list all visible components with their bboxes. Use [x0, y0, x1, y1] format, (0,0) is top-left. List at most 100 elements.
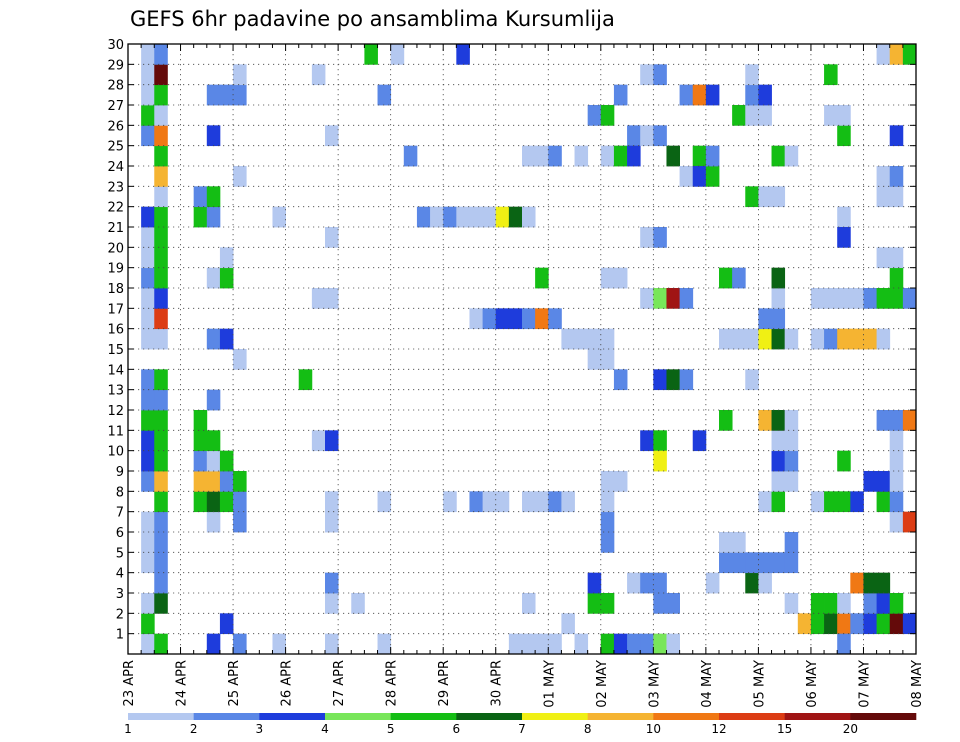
y-tick-label: 4: [116, 567, 124, 582]
y-tick-label: 5: [116, 546, 124, 561]
heatmap-cell: [193, 471, 208, 492]
heatmap-cell: [705, 572, 720, 594]
heatmap-cell: [298, 369, 313, 391]
heatmap-cell: [561, 328, 575, 350]
heatmap-cell: [141, 369, 155, 391]
heatmap-cell: [719, 552, 733, 574]
heatmap-cell: [154, 288, 168, 309]
heatmap-cell: [141, 471, 155, 492]
heatmap-cell: [495, 491, 510, 513]
heatmap-cell: [193, 206, 208, 228]
heatmap-cell: [522, 206, 536, 228]
x-tick-label: 02 MAY: [595, 660, 610, 708]
heatmap-cell: [876, 288, 891, 309]
y-tick-label: 6: [116, 526, 124, 541]
heatmap-cell: [548, 145, 562, 167]
heatmap-cell: [508, 308, 523, 330]
legend-label: 1: [124, 722, 132, 736]
heatmap-cell: [692, 430, 707, 452]
heatmap-cell: [889, 186, 904, 208]
heatmap-cell: [193, 450, 208, 472]
heatmap-cell: [206, 186, 221, 208]
heatmap-cell: [193, 430, 208, 452]
heatmap-cell: [535, 308, 549, 330]
heatmap-cell: [574, 328, 589, 350]
y-tick-label: 16: [107, 323, 124, 338]
heatmap-cell: [206, 430, 221, 452]
heatmap-cell: [640, 572, 654, 594]
heatmap-cell: [141, 267, 155, 289]
heatmap-cell: [837, 206, 851, 228]
heatmap-cell: [837, 491, 851, 513]
heatmap-cell: [692, 166, 707, 187]
heatmap-cell: [154, 145, 168, 167]
heatmap-cell: [889, 44, 904, 65]
heatmap-cell: [810, 593, 825, 614]
heatmap-cell: [889, 491, 904, 513]
heatmap-cell: [535, 145, 549, 167]
heatmap-cell: [863, 471, 877, 492]
heatmap-cell: [219, 84, 234, 106]
heatmap-cell: [837, 227, 851, 248]
heatmap-cell: [495, 206, 510, 228]
heatmap-cell: [154, 430, 168, 452]
heatmap-cell: [600, 267, 615, 289]
heatmap-cell: [758, 308, 772, 330]
heatmap-cell: [141, 430, 155, 452]
heatmap-cell: [377, 491, 392, 513]
heatmap-cell: [732, 532, 746, 553]
heatmap-cell: [640, 633, 654, 655]
y-tick-label: 12: [107, 404, 124, 419]
legend-swatch: [587, 713, 654, 720]
heatmap-cell: [889, 166, 904, 187]
heatmap-cell: [233, 349, 247, 370]
heatmap-cell: [535, 633, 549, 655]
heatmap-cell: [154, 166, 168, 187]
heatmap-cell: [627, 145, 641, 167]
heatmap-cell: [416, 206, 431, 228]
heatmap-cell: [325, 593, 339, 614]
heatmap-cell: [653, 64, 667, 86]
heatmap-cell: [745, 64, 759, 86]
heatmap-cell: [837, 328, 851, 350]
heatmap-cell: [351, 593, 365, 614]
heatmap-cell: [141, 84, 155, 106]
heatmap-cell: [850, 572, 864, 594]
heatmap-cell: [233, 64, 247, 86]
legend-swatch: [653, 713, 720, 720]
heatmap-cell: [889, 613, 904, 635]
heatmap-cell: [902, 410, 917, 431]
heatmap-cell: [141, 288, 155, 309]
heatmap-cell: [154, 206, 168, 228]
heatmap-cell: [193, 410, 208, 431]
heatmap-cell: [377, 633, 392, 655]
heatmap-cell: [430, 206, 444, 228]
heatmap-cell: [141, 593, 155, 614]
heatmap-cell: [771, 491, 786, 513]
heatmap-cell: [508, 206, 523, 228]
heatmap-cell: [666, 593, 680, 614]
heatmap-cell: [889, 471, 904, 492]
heatmap-cell: [141, 308, 155, 330]
heatmap-cell: [745, 84, 759, 106]
heatmap-cell: [653, 227, 667, 248]
heatmap-cell: [784, 450, 799, 472]
heatmap-cell: [154, 247, 168, 269]
heatmap-cell: [666, 288, 680, 309]
heatmap-cell: [325, 572, 339, 594]
heatmap-cell: [613, 633, 628, 655]
heatmap-cell: [863, 613, 877, 635]
heatmap-cell: [837, 613, 851, 635]
y-tick-label: 27: [107, 99, 124, 114]
gridlines: [128, 43, 916, 654]
heatmap-cell: [154, 552, 168, 574]
heatmap-cell: [837, 593, 851, 614]
heatmap-cell: [771, 430, 786, 452]
heatmap-cell: [456, 206, 470, 228]
heatmap-cell: [627, 572, 641, 594]
heatmap-cell: [679, 369, 694, 391]
x-tick-label: 06 MAY: [805, 660, 820, 708]
x-tick-label: 03 MAY: [647, 660, 662, 708]
heatmap-cell: [653, 369, 667, 391]
heatmap-cell: [613, 145, 628, 167]
